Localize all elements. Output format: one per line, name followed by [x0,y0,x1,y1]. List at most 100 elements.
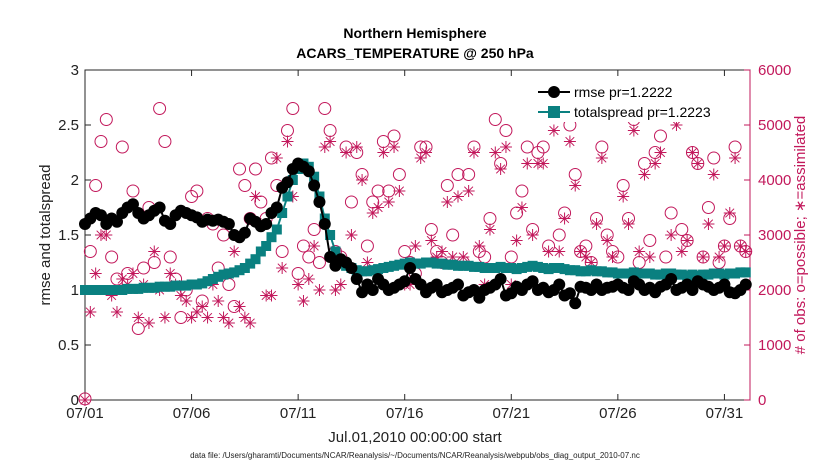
totalspread-point [399,258,410,269]
y-right-tick-label: 2000 [758,282,791,299]
rmse-point [563,287,576,300]
obs-assimilated-point [718,240,731,252]
totalspread-point [149,282,160,293]
rmse-point [222,218,235,230]
obs-assimilated-point [569,179,582,192]
rmse-point [739,278,752,291]
obs-assimilated-point [425,234,438,247]
y-right-tick-label: 5000 [758,117,791,134]
obs-assimilated-point [185,311,198,324]
totalspread-point [708,268,719,279]
y-axis-left-label: rmse and totalspread [37,165,54,306]
obs-assimilated-point [627,124,640,137]
obs-assimilated-point [196,300,209,313]
totalspread-point [548,263,559,273]
totalspread-point [255,246,266,257]
obs-assimilated-point [233,300,246,313]
obs-assimilated-point [276,262,289,274]
obs-possible-point [515,184,529,198]
obs-possible-point [126,184,140,198]
obs-assimilated-point [697,251,710,263]
totalspread-point [165,281,176,292]
totalspread-point [452,260,463,271]
obs-assimilated-point [148,245,161,258]
totalspread-point [127,283,138,294]
obs-possible-point [275,245,289,258]
obs-possible-point [643,234,657,247]
totalspread-point [730,268,741,279]
obs-possible-point [163,250,177,264]
rmse-point [308,179,321,192]
obs-possible-point [398,245,412,258]
totalspread-point [117,285,128,295]
totalspread-point [213,271,224,282]
obs-assimilated-point [707,168,720,181]
totalspread-point [80,285,90,295]
obs-assimilated-point [483,223,496,236]
totalspread-point [580,266,591,277]
rmse-point [110,215,123,228]
totalspread-point [223,268,234,279]
obs-assimilated-point [84,306,97,318]
obs-possible-point [153,102,167,115]
plot-frame [84,69,751,401]
obs-assimilated-point [79,394,91,406]
obs-possible-point [249,162,263,176]
totalspread-point [676,269,687,280]
obs-assimilated-point [691,157,704,170]
totalspread-point [170,280,181,291]
obs-assimilated-point [462,185,475,197]
rmse-point [404,262,417,274]
obs-assimilated-point [377,146,390,159]
obs-possible-point [286,102,300,115]
totalspread-point [389,260,400,271]
legend-spread-label: totalspread pr=1.2223 [574,104,711,120]
totalspread-point [740,267,751,278]
totalspread-point [415,258,426,269]
obs-assimilated-point [622,218,635,230]
obs-possible-point [701,201,715,214]
totalspread-point [714,268,725,279]
obs-possible-point [707,151,721,165]
totalspread-point [484,263,495,273]
totalspread-point [271,224,282,235]
obs-assimilated-point [105,289,118,302]
obs-assimilated-point [126,267,139,280]
obs-assimilated-point [206,278,219,291]
rmse-point [665,273,678,285]
totalspread-point [431,258,442,269]
obs-assimilated-point [633,245,646,258]
rmse-point [153,201,166,214]
obs-assimilated-point [180,295,193,307]
obs-assimilated-point [222,317,235,329]
chart-title-line-2: ACARS_TEMPERATURE @ 250 hPa [296,45,534,61]
totalspread-point [111,285,122,295]
obs-possible-point [83,245,97,258]
obs-assimilated-point [164,267,177,280]
y-left-tick-label: 0 [71,392,79,409]
rmse-point [398,275,411,288]
totalspread-point [261,241,272,251]
totalspread-point [602,267,613,278]
totalspread-point [719,269,730,280]
obs-possible-point [158,135,172,148]
rmse-point [260,218,273,230]
obs-possible-point [659,250,673,264]
x-tick-label: 07/11 [280,405,316,422]
obs-possible-point [238,179,252,192]
obs-possible-point [99,113,113,126]
obs-assimilated-point [142,317,155,329]
totalspread-point [191,279,202,290]
totalspread-point [426,257,437,268]
totalspread-point [250,254,261,265]
totalspread-point [623,268,634,279]
totalspread-point [437,258,448,269]
y-left-tick-label: 3 [71,62,79,79]
totalspread-point [458,260,469,271]
x-axis-label: Jul.01,2010 00:00:00 start [328,429,502,446]
obs-assimilated-point [201,311,214,324]
obs-assimilated-point [212,295,225,307]
obs-assimilated-point [595,152,608,164]
rmse-point [569,297,582,310]
obs-possible-point [488,113,502,126]
